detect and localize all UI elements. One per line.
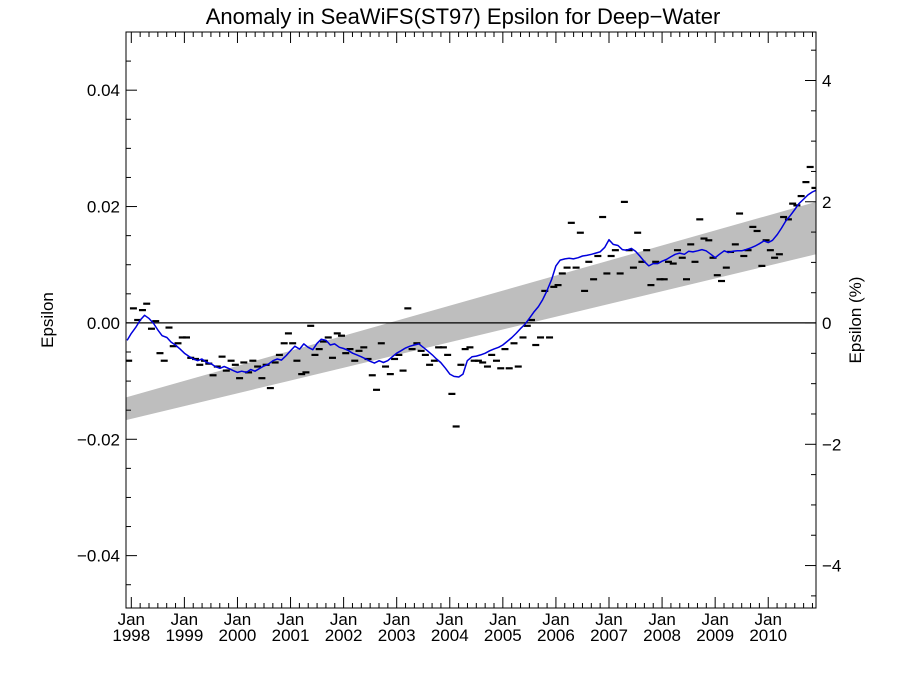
- y-axis-label-left: Epsilon: [38, 292, 57, 348]
- chart-title: Anomaly in SeaWiFS(ST97) Epsilon for Dee…: [206, 4, 721, 29]
- x-tick-month-label: Jan: [118, 610, 145, 629]
- x-tick-month-label: Jan: [489, 610, 516, 629]
- y-axis-label-right: Epsilon (%): [846, 277, 865, 364]
- data-layer: [126, 165, 816, 428]
- x-tick-year-label: 2002: [325, 626, 363, 645]
- x-tick-month-label: Jan: [648, 610, 675, 629]
- x-tick-year-label: 2004: [431, 626, 469, 645]
- plot-frame: [125, 31, 817, 609]
- y-right-tick-label: 2: [822, 193, 831, 212]
- x-tick-month-label: Jan: [542, 610, 569, 629]
- x-tick-year-label: 2007: [590, 626, 628, 645]
- x-tick-month-label: Jan: [330, 610, 357, 629]
- x-tick-month-label: Jan: [755, 610, 782, 629]
- y-left-tick-label: 0.00: [87, 314, 120, 333]
- trend-band: [126, 201, 816, 421]
- y-right-tick-label: −2: [822, 435, 841, 454]
- x-tick-month-label: Jan: [224, 610, 251, 629]
- x-tick-year-label: 2008: [643, 626, 681, 645]
- y-right-tick-label: 0: [822, 314, 831, 333]
- smoothed-series-line: [126, 189, 816, 378]
- y-right-tick-label: −4: [822, 557, 841, 576]
- x-tick-month-label: Jan: [595, 610, 622, 629]
- y-right-tick-label: 4: [822, 72, 831, 91]
- x-tick-month-label: Jan: [171, 610, 198, 629]
- x-tick-year-label: 1998: [112, 626, 150, 645]
- y-left-tick-label: 0.02: [87, 198, 120, 217]
- x-tick-year-label: 2005: [484, 626, 522, 645]
- x-tick-year-label: 2010: [749, 626, 787, 645]
- x-tick-month-label: Jan: [383, 610, 410, 629]
- plot-area: 0.040.020.00−0.02−0.04420−2−4Jan1998Jan1…: [77, 31, 841, 645]
- x-tick-year-label: 1999: [165, 626, 203, 645]
- x-tick-month-label: Jan: [277, 610, 304, 629]
- x-tick-year-label: 2001: [272, 626, 310, 645]
- y-left-tick-label: −0.02: [77, 430, 120, 449]
- x-tick-year-label: 2000: [219, 626, 257, 645]
- x-tick-year-label: 2006: [537, 626, 575, 645]
- y-left-tick-label: 0.04: [87, 81, 120, 100]
- x-tick-month-label: Jan: [436, 610, 463, 629]
- x-tick-year-label: 2003: [378, 626, 416, 645]
- x-tick-year-label: 2009: [696, 626, 734, 645]
- y-left-tick-label: −0.04: [77, 547, 120, 566]
- x-tick-month-label: Jan: [701, 610, 728, 629]
